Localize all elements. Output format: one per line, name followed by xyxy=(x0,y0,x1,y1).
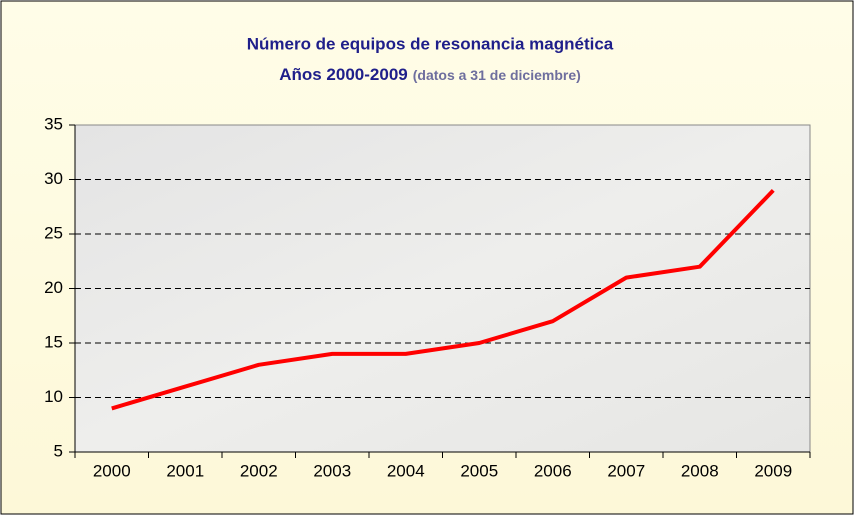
x-tick-label: 2001 xyxy=(166,461,204,480)
data-line xyxy=(111,189,775,411)
x-tick-label: 2009 xyxy=(754,461,792,480)
y-tick-label: 30 xyxy=(44,169,63,188)
y-tick-label: 35 xyxy=(44,114,63,133)
x-tick-label: 2004 xyxy=(387,461,425,480)
x-tick-label: 2008 xyxy=(681,461,719,480)
y-tick-label: 15 xyxy=(44,332,63,351)
x-tick-label: 2007 xyxy=(607,461,645,480)
y-tick-label: 5 xyxy=(54,441,63,460)
x-tick-label: 2006 xyxy=(534,461,572,480)
subtitle: Años 2000-2009 xyxy=(279,65,408,84)
y-tick-label: 10 xyxy=(44,387,63,406)
y-tick-label: 25 xyxy=(44,223,63,242)
x-tick-label: 2000 xyxy=(93,461,131,480)
subtitle-note: (datos a 31 de diciembre) xyxy=(413,67,581,83)
x-tick-label: 2005 xyxy=(460,461,498,480)
x-tick-label: 2003 xyxy=(313,461,351,480)
chart-title: Número de equipos de resonancia magnétic… xyxy=(247,34,614,53)
x-tick-label: 2002 xyxy=(240,461,278,480)
chart-subtitle: Años 2000-2009 (datos a 31 de diciembre) xyxy=(279,65,581,84)
y-tick-label: 20 xyxy=(44,278,63,297)
